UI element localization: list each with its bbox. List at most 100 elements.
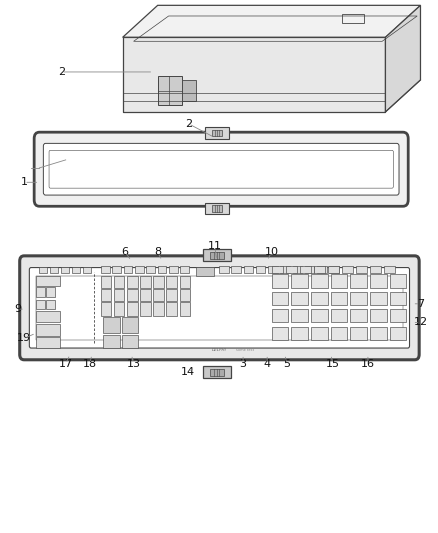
- FancyBboxPatch shape: [219, 266, 229, 273]
- FancyBboxPatch shape: [114, 276, 124, 288]
- FancyBboxPatch shape: [180, 276, 190, 288]
- Polygon shape: [385, 5, 420, 112]
- FancyBboxPatch shape: [46, 300, 55, 309]
- FancyBboxPatch shape: [212, 130, 222, 136]
- FancyBboxPatch shape: [158, 76, 182, 106]
- FancyBboxPatch shape: [202, 366, 231, 378]
- Text: 6: 6: [121, 247, 128, 257]
- Text: 12: 12: [413, 318, 427, 327]
- FancyBboxPatch shape: [166, 289, 177, 301]
- FancyBboxPatch shape: [293, 266, 302, 273]
- FancyBboxPatch shape: [329, 266, 339, 273]
- FancyBboxPatch shape: [50, 266, 58, 273]
- FancyBboxPatch shape: [356, 266, 367, 273]
- FancyBboxPatch shape: [61, 266, 69, 273]
- FancyBboxPatch shape: [135, 266, 144, 273]
- Text: 10: 10: [265, 247, 279, 257]
- Text: 15: 15: [326, 359, 340, 368]
- FancyBboxPatch shape: [291, 274, 308, 288]
- Polygon shape: [123, 5, 420, 37]
- FancyBboxPatch shape: [300, 266, 311, 273]
- FancyBboxPatch shape: [272, 266, 283, 273]
- FancyBboxPatch shape: [166, 302, 177, 316]
- FancyBboxPatch shape: [180, 266, 189, 273]
- FancyBboxPatch shape: [36, 300, 45, 309]
- FancyBboxPatch shape: [36, 276, 60, 286]
- FancyBboxPatch shape: [286, 266, 297, 273]
- Text: 5: 5: [283, 359, 290, 368]
- Text: 8: 8: [154, 247, 161, 257]
- FancyBboxPatch shape: [311, 309, 328, 322]
- FancyBboxPatch shape: [101, 289, 111, 301]
- FancyBboxPatch shape: [127, 289, 138, 301]
- FancyBboxPatch shape: [272, 309, 288, 322]
- FancyBboxPatch shape: [370, 309, 387, 322]
- FancyBboxPatch shape: [43, 143, 399, 195]
- FancyBboxPatch shape: [34, 132, 408, 206]
- FancyBboxPatch shape: [212, 205, 222, 212]
- FancyBboxPatch shape: [342, 266, 353, 273]
- FancyBboxPatch shape: [331, 309, 347, 322]
- FancyBboxPatch shape: [350, 274, 367, 288]
- FancyBboxPatch shape: [101, 276, 111, 288]
- FancyBboxPatch shape: [103, 317, 120, 333]
- FancyBboxPatch shape: [124, 266, 132, 273]
- FancyBboxPatch shape: [114, 302, 124, 316]
- Text: 16: 16: [361, 359, 375, 368]
- FancyBboxPatch shape: [140, 289, 151, 301]
- FancyBboxPatch shape: [390, 309, 406, 322]
- Text: 13: 13: [127, 359, 141, 368]
- FancyBboxPatch shape: [280, 266, 290, 273]
- FancyBboxPatch shape: [331, 292, 347, 305]
- FancyBboxPatch shape: [101, 302, 111, 316]
- FancyBboxPatch shape: [370, 292, 387, 305]
- Text: 17: 17: [59, 359, 73, 368]
- FancyBboxPatch shape: [36, 311, 60, 322]
- FancyBboxPatch shape: [140, 276, 151, 288]
- FancyBboxPatch shape: [202, 249, 231, 261]
- Text: DELPHI: DELPHI: [212, 348, 226, 352]
- Text: 9: 9: [14, 304, 21, 314]
- FancyBboxPatch shape: [314, 266, 325, 273]
- FancyBboxPatch shape: [169, 266, 178, 273]
- FancyBboxPatch shape: [390, 327, 406, 340]
- FancyBboxPatch shape: [350, 309, 367, 322]
- FancyBboxPatch shape: [36, 337, 60, 348]
- FancyBboxPatch shape: [210, 369, 224, 376]
- FancyBboxPatch shape: [39, 266, 47, 273]
- FancyBboxPatch shape: [390, 292, 406, 305]
- FancyBboxPatch shape: [153, 276, 164, 288]
- FancyBboxPatch shape: [272, 292, 288, 305]
- FancyBboxPatch shape: [146, 266, 155, 273]
- Text: 19: 19: [17, 334, 31, 343]
- FancyBboxPatch shape: [311, 274, 328, 288]
- FancyBboxPatch shape: [20, 256, 419, 360]
- Text: 18: 18: [83, 359, 97, 368]
- FancyBboxPatch shape: [350, 327, 367, 340]
- FancyBboxPatch shape: [72, 266, 80, 273]
- Text: 2: 2: [185, 119, 192, 128]
- Text: 1: 1: [21, 177, 28, 187]
- FancyBboxPatch shape: [29, 268, 410, 348]
- FancyBboxPatch shape: [305, 266, 314, 273]
- FancyBboxPatch shape: [268, 266, 278, 273]
- FancyBboxPatch shape: [158, 266, 166, 273]
- FancyBboxPatch shape: [180, 289, 190, 301]
- FancyBboxPatch shape: [46, 287, 55, 297]
- FancyBboxPatch shape: [36, 324, 60, 336]
- Polygon shape: [123, 37, 385, 112]
- FancyBboxPatch shape: [112, 266, 121, 273]
- FancyBboxPatch shape: [291, 292, 308, 305]
- FancyBboxPatch shape: [127, 302, 138, 316]
- FancyBboxPatch shape: [317, 266, 327, 273]
- Text: 4: 4: [264, 359, 271, 368]
- FancyBboxPatch shape: [370, 274, 387, 288]
- Text: 3: 3: [240, 359, 247, 368]
- FancyBboxPatch shape: [244, 266, 253, 273]
- FancyBboxPatch shape: [311, 327, 328, 340]
- FancyBboxPatch shape: [291, 309, 308, 322]
- FancyBboxPatch shape: [384, 266, 395, 273]
- FancyBboxPatch shape: [182, 80, 196, 101]
- Text: 14: 14: [181, 367, 195, 377]
- FancyBboxPatch shape: [390, 274, 406, 288]
